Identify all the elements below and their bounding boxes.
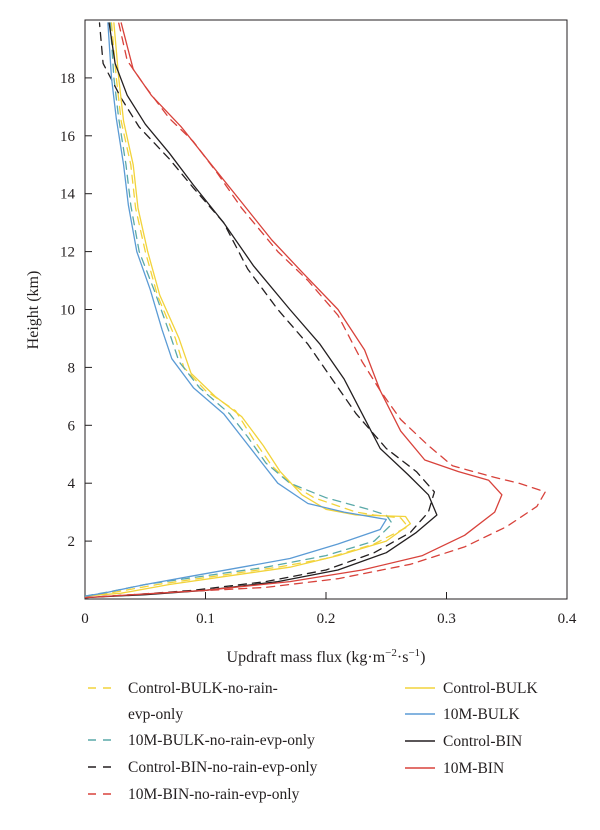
series-line-10m-bin	[85, 22, 503, 599]
x-tick-label: 0.3	[437, 611, 456, 627]
y-axis-ticks: 2 4 6 8 10 12 14 16 18	[60, 71, 92, 550]
legend-label: 10M-BULK	[443, 706, 520, 723]
series-line-control-bulk-no-rain-evp-only	[85, 22, 409, 597]
y-tick-label: 8	[68, 360, 76, 376]
y-tick-label: 4	[68, 476, 76, 492]
y-axis-title: Height (km)	[25, 271, 42, 350]
x-tick-label: 0.4	[558, 611, 577, 627]
y-tick-label: 10	[60, 303, 75, 319]
y-tick-label: 2	[68, 534, 76, 550]
series-line-10m-bulk-no-rain-evp-only	[85, 22, 393, 597]
series-line-10m-bulk	[85, 22, 387, 597]
x-axis-title-sup1: −2	[385, 647, 397, 659]
legend-label: Control-BULK	[443, 680, 539, 697]
x-tick-label: 0.2	[317, 611, 336, 627]
series-line-10m-bin-no-rain-evp-only	[85, 22, 546, 599]
y-tick-label: 14	[60, 187, 76, 203]
series-line-control-bin-no-rain-evp-only	[85, 22, 436, 599]
legend-label: evp-only	[128, 706, 183, 723]
x-axis-ticks: 0 0.1 0.2 0.3 0.4	[81, 592, 577, 627]
legend-label: 10M-BIN	[443, 760, 504, 777]
x-tick-label: 0.1	[196, 611, 215, 627]
y-tick-label: 18	[60, 71, 75, 87]
x-axis-title-end: )	[420, 649, 425, 666]
legend-label: Control-BIN-no-rain-evp-only	[128, 759, 318, 776]
series-line-control-bin	[85, 22, 438, 599]
series-lines	[85, 22, 546, 599]
legend-label: Control-BULK-no-rain-	[128, 680, 278, 697]
legend-label: 10M-BIN-no-rain-evp-only	[128, 786, 300, 803]
series-line-control-bulk	[85, 22, 412, 597]
y-tick-label: 6	[68, 418, 76, 434]
y-tick-label: 16	[60, 129, 76, 145]
legend-label: Control-BIN	[443, 733, 522, 750]
x-tick-label: 0	[81, 611, 89, 627]
legend: Control-BULK-no-rain-evp-only 10M-BULK-no…	[88, 680, 539, 803]
x-axis-title-sup2: −1	[408, 647, 420, 659]
legend-label: 10M-BULK-no-rain-evp-only	[128, 732, 315, 749]
x-axis-title: Updraft mass flux (kg·m−2·s−1)	[227, 647, 426, 666]
x-axis-title-main: Updraft mass flux (kg·m	[227, 649, 386, 666]
y-tick-label: 12	[60, 245, 75, 261]
x-axis-title-mid: ·s	[397, 649, 409, 666]
